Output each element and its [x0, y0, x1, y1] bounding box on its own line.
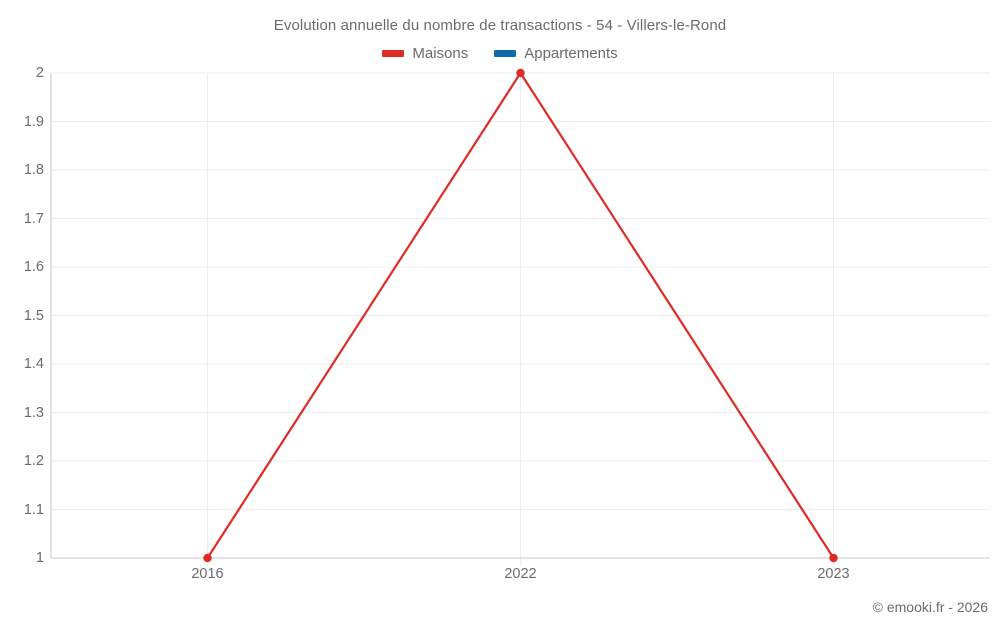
- legend-swatch-maisons-icon: [382, 50, 405, 57]
- y-axis-tick-label: 1.8: [23, 162, 44, 178]
- credit-text: © emooki.fr - 2026: [872, 599, 988, 615]
- data-point-maisons[interactable]: [516, 68, 525, 78]
- y-axis-tick-label: 1.1: [23, 501, 44, 518]
- legend-label-maisons: Maisons: [412, 45, 469, 62]
- plot-area: [50, 68, 990, 566]
- y-axis-tick-label: 1: [35, 550, 44, 566]
- x-axis-tick-label: 2016: [191, 566, 224, 582]
- y-axis-tick-labels: 2 1.9 1.8 1.7 1.6 1.5 1.4 1.3 1.2 1.1 1: [0, 65, 44, 566]
- y-axis-tick-label: 1.7: [23, 210, 44, 227]
- chart-legend: Maisons Appartements: [0, 45, 1000, 62]
- data-point-maisons[interactable]: [829, 553, 838, 563]
- legend-label-appartements: Appartements: [524, 45, 618, 62]
- y-axis-tick-label: 1.3: [23, 404, 44, 421]
- x-axis-tick-labels: 2016 2022 2023: [51, 566, 990, 588]
- x-axis-tick-label: 2023: [817, 566, 850, 582]
- x-axis-tick-label: 2022: [504, 566, 537, 582]
- data-point-maisons[interactable]: [203, 553, 212, 563]
- series-data-points: [203, 68, 838, 563]
- y-axis-tick-label: 1.9: [23, 113, 44, 130]
- y-axis-tick-label: 1.6: [23, 259, 44, 275]
- y-axis-tick-label: 1.2: [23, 453, 44, 469]
- y-axis-tick-label: 2: [35, 65, 44, 81]
- legend-item-maisons[interactable]: Maisons: [382, 45, 468, 62]
- vertical-gridlines: [207, 73, 834, 566]
- plot-svg: [50, 68, 990, 566]
- y-axis-tick-label: 1.4: [23, 356, 44, 372]
- chart-title: Evolution annuelle du nombre de transact…: [273, 17, 727, 34]
- legend-item-appartements[interactable]: Appartements: [494, 45, 618, 62]
- legend-swatch-appartements-icon: [494, 50, 517, 57]
- y-axis-tick-label: 1.5: [23, 307, 44, 324]
